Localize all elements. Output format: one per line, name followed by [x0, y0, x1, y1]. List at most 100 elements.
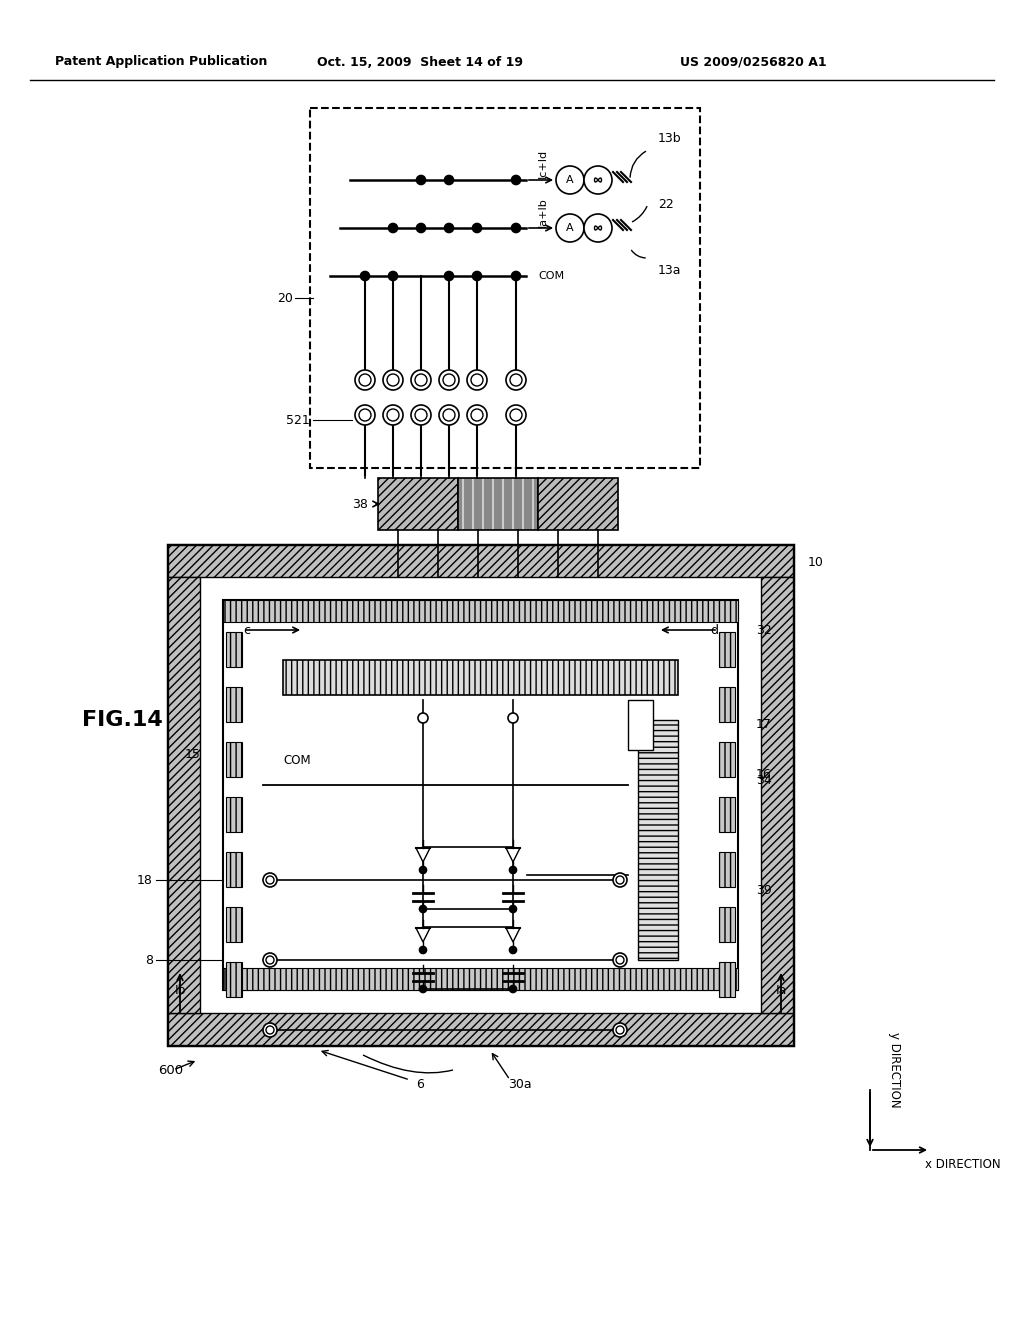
- Circle shape: [420, 986, 427, 993]
- Bar: [226, 851, 242, 887]
- Circle shape: [508, 713, 518, 723]
- Circle shape: [512, 176, 520, 185]
- Circle shape: [411, 405, 431, 425]
- Text: FIG.14: FIG.14: [82, 710, 163, 730]
- Circle shape: [420, 906, 427, 912]
- Text: 16: 16: [756, 768, 772, 781]
- Bar: [226, 742, 242, 777]
- Text: 521: 521: [287, 413, 310, 426]
- Circle shape: [439, 370, 459, 389]
- Bar: [226, 962, 242, 997]
- Circle shape: [510, 986, 516, 993]
- Bar: [168, 545, 793, 1045]
- Circle shape: [584, 166, 612, 194]
- Circle shape: [616, 1026, 624, 1034]
- Bar: [226, 686, 242, 722]
- Text: 18: 18: [137, 874, 153, 887]
- Text: A: A: [566, 223, 573, 234]
- Bar: [310, 108, 700, 469]
- Bar: [638, 719, 678, 960]
- Circle shape: [415, 374, 427, 385]
- Circle shape: [383, 405, 403, 425]
- Text: US 2009/0256820 A1: US 2009/0256820 A1: [680, 55, 826, 69]
- Circle shape: [443, 409, 455, 421]
- Bar: [719, 742, 735, 777]
- Text: c: c: [243, 623, 250, 636]
- Circle shape: [263, 1023, 278, 1038]
- Circle shape: [418, 713, 428, 723]
- Text: 30a: 30a: [508, 1078, 531, 1092]
- Circle shape: [263, 953, 278, 968]
- Circle shape: [556, 166, 584, 194]
- Bar: [226, 907, 242, 942]
- Circle shape: [506, 370, 526, 389]
- Circle shape: [266, 956, 274, 964]
- Bar: [378, 478, 458, 531]
- Circle shape: [471, 409, 483, 421]
- Text: 8: 8: [145, 953, 153, 966]
- Text: Oct. 15, 2009  Sheet 14 of 19: Oct. 15, 2009 Sheet 14 of 19: [317, 55, 523, 69]
- Text: 13a: 13a: [658, 264, 682, 276]
- Text: 15: 15: [185, 748, 201, 762]
- Bar: [223, 968, 738, 990]
- Text: A: A: [566, 176, 573, 185]
- Text: 10: 10: [808, 557, 824, 569]
- Text: 20: 20: [278, 292, 293, 305]
- Circle shape: [439, 405, 459, 425]
- Circle shape: [417, 223, 426, 232]
- Circle shape: [387, 374, 399, 385]
- Bar: [719, 686, 735, 722]
- Bar: [458, 478, 538, 531]
- Circle shape: [510, 374, 522, 385]
- Text: x DIRECTION: x DIRECTION: [925, 1159, 1000, 1172]
- Bar: [168, 545, 793, 577]
- Circle shape: [467, 405, 487, 425]
- Circle shape: [417, 176, 426, 185]
- Circle shape: [415, 409, 427, 421]
- Text: 32: 32: [756, 623, 772, 636]
- Bar: [538, 478, 618, 531]
- Circle shape: [613, 873, 627, 887]
- Bar: [168, 577, 200, 1012]
- Text: 34: 34: [756, 774, 772, 787]
- Circle shape: [512, 272, 520, 281]
- Circle shape: [510, 866, 516, 874]
- Circle shape: [467, 370, 487, 389]
- Circle shape: [355, 370, 375, 389]
- Circle shape: [387, 409, 399, 421]
- Circle shape: [613, 1023, 627, 1038]
- Bar: [226, 632, 242, 667]
- Text: 17: 17: [756, 718, 772, 731]
- Bar: [719, 962, 735, 997]
- Circle shape: [506, 405, 526, 425]
- Circle shape: [411, 370, 431, 389]
- Circle shape: [360, 272, 370, 281]
- Text: 6: 6: [416, 1078, 424, 1092]
- Text: Ia: Ia: [775, 983, 786, 997]
- Circle shape: [616, 876, 624, 884]
- Circle shape: [263, 873, 278, 887]
- Bar: [168, 1012, 793, 1045]
- Circle shape: [584, 214, 612, 242]
- Text: d: d: [710, 623, 718, 636]
- Bar: [719, 797, 735, 832]
- Circle shape: [420, 866, 427, 874]
- Bar: [226, 797, 242, 832]
- Bar: [719, 907, 735, 942]
- Circle shape: [471, 374, 483, 385]
- Text: 22: 22: [658, 198, 674, 210]
- Circle shape: [383, 370, 403, 389]
- Bar: [223, 601, 738, 622]
- Circle shape: [510, 409, 522, 421]
- Bar: [719, 632, 735, 667]
- Bar: [283, 660, 678, 696]
- Text: Ib: Ib: [174, 983, 185, 997]
- Circle shape: [266, 876, 274, 884]
- Text: Ia+Ib: Ia+Ib: [538, 197, 548, 227]
- Circle shape: [359, 409, 371, 421]
- Text: y DIRECTION: y DIRECTION: [888, 1032, 901, 1107]
- Circle shape: [444, 176, 454, 185]
- Text: Patent Application Publication: Patent Application Publication: [55, 55, 267, 69]
- Text: 39: 39: [756, 883, 772, 896]
- Text: 13b: 13b: [658, 132, 682, 144]
